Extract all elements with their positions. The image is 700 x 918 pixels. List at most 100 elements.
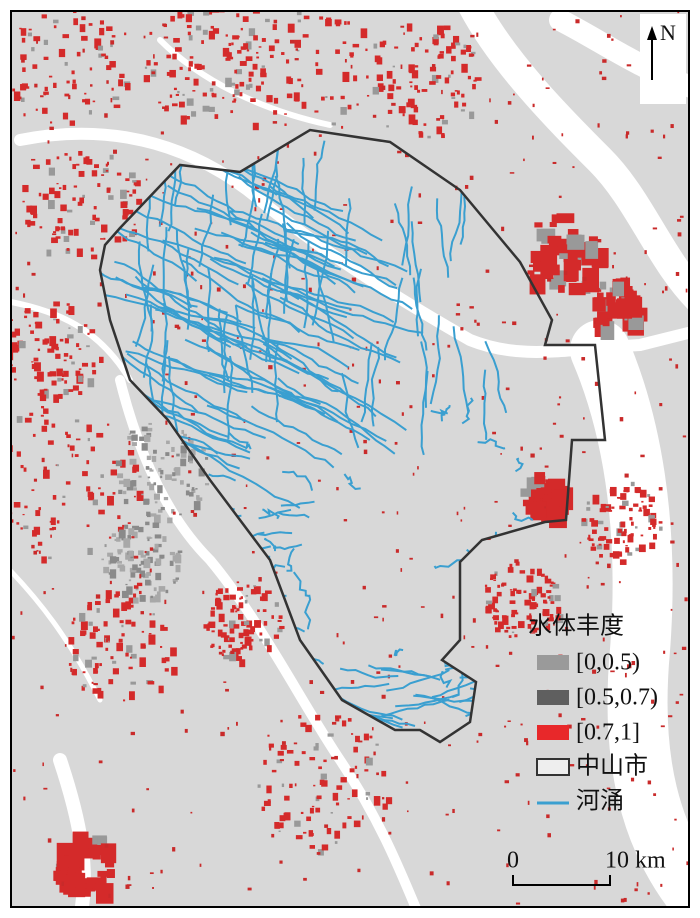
water-patch xyxy=(271,615,274,619)
water-patch xyxy=(80,630,86,637)
water-patch xyxy=(343,204,348,206)
water-patch xyxy=(160,506,165,511)
water-patch xyxy=(437,55,441,59)
water-patch xyxy=(243,507,247,510)
water-patch xyxy=(176,453,180,457)
water-patch xyxy=(244,636,252,646)
water-patch xyxy=(600,503,607,509)
water-patch xyxy=(257,609,260,612)
water-patch xyxy=(252,63,258,70)
water-patch xyxy=(91,362,96,368)
water-patch xyxy=(452,35,460,45)
water-patch xyxy=(586,585,589,589)
water-patch xyxy=(54,191,61,199)
water-patch xyxy=(447,344,451,348)
water-patch xyxy=(549,595,554,602)
water-patch xyxy=(358,740,363,743)
water-patch xyxy=(157,485,163,494)
water-patch xyxy=(237,587,244,591)
legend-title: 水体丰度 xyxy=(528,613,624,640)
water-patch xyxy=(612,281,625,297)
water-patch xyxy=(39,394,47,402)
water-patch xyxy=(267,734,270,737)
water-patch xyxy=(63,359,67,362)
stream xyxy=(196,207,342,271)
water-patch xyxy=(495,609,498,611)
water-patch xyxy=(138,475,142,478)
water-patch xyxy=(427,135,431,139)
water-patch xyxy=(34,83,38,88)
water-patch xyxy=(106,80,109,84)
water-patch xyxy=(448,74,451,78)
water-patch xyxy=(597,123,600,128)
water-patch xyxy=(109,154,114,160)
water-patch xyxy=(62,184,67,190)
water-patch xyxy=(47,200,55,210)
water-patch xyxy=(373,616,379,619)
scale-bar-line xyxy=(512,875,611,886)
water-patch xyxy=(245,56,253,62)
water-patch xyxy=(149,537,153,539)
water-patch xyxy=(39,389,45,395)
water-patch xyxy=(529,274,546,295)
water-patch xyxy=(153,54,155,59)
water-patch xyxy=(567,724,572,729)
water-patch xyxy=(408,114,416,125)
water-patch xyxy=(236,608,240,612)
water-patch xyxy=(257,156,260,160)
water-patch xyxy=(279,759,284,762)
water-patch xyxy=(269,54,274,59)
water-patch xyxy=(93,668,98,674)
water-patch xyxy=(625,545,628,547)
water-patch xyxy=(112,492,116,495)
water-patch xyxy=(67,209,73,213)
water-patch xyxy=(49,528,54,531)
water-patch xyxy=(95,594,101,599)
water-patch xyxy=(363,439,367,444)
water-patch xyxy=(110,97,113,103)
water-patch xyxy=(216,602,223,610)
water-patch xyxy=(405,154,409,158)
water-patch xyxy=(163,496,169,501)
water-patch xyxy=(650,518,657,525)
water-patch xyxy=(99,436,102,438)
water-patch xyxy=(625,276,628,280)
stream xyxy=(167,184,300,246)
water-patch xyxy=(146,513,151,518)
water-patch xyxy=(36,40,38,44)
water-patch xyxy=(692,425,696,428)
stream xyxy=(477,438,506,450)
water-patch xyxy=(136,490,144,501)
water-patch xyxy=(388,654,393,658)
water-patch xyxy=(64,61,68,66)
water-patch xyxy=(364,769,369,772)
water-patch xyxy=(12,445,13,452)
water-patch xyxy=(387,93,394,100)
water-patch xyxy=(141,630,145,633)
stream xyxy=(370,346,381,427)
water-patch xyxy=(152,522,160,528)
water-patch xyxy=(186,24,192,29)
water-patch xyxy=(520,488,531,497)
water-patch xyxy=(118,489,123,495)
water-patch xyxy=(489,98,491,103)
water-patch xyxy=(298,715,302,719)
water-patch xyxy=(89,329,96,334)
water-patch xyxy=(388,84,395,92)
water-patch xyxy=(223,594,230,601)
water-patch xyxy=(136,582,143,587)
water-patch xyxy=(286,749,294,754)
water-patch xyxy=(433,34,439,40)
water-patch xyxy=(316,795,322,800)
water-patch xyxy=(189,460,194,464)
water-patch xyxy=(340,106,347,115)
water-patch xyxy=(202,29,208,35)
water-patch xyxy=(414,65,419,68)
water-patch xyxy=(569,764,575,767)
stream xyxy=(284,229,389,268)
water-patch xyxy=(40,685,44,690)
water-patch xyxy=(105,599,111,604)
water-patch xyxy=(68,663,72,666)
water-patch xyxy=(286,143,290,148)
